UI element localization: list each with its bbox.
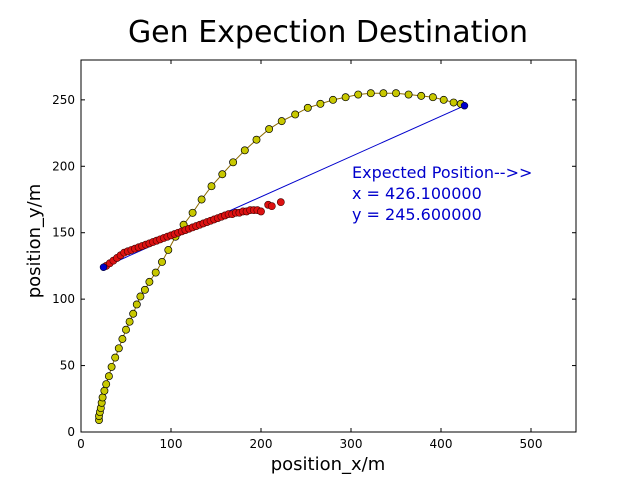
yellow-point: [158, 257, 166, 266]
yellow-point: [151, 268, 160, 277]
expected-position-annotation: Expected Position-->> x = 426.100000 y = 2…: [352, 163, 532, 224]
yellow-point: [341, 93, 350, 102]
yellow-point: [114, 344, 123, 353]
yellow-point: [291, 110, 300, 119]
blue-endpoint: [99, 263, 108, 271]
yellow-point: [218, 170, 227, 179]
yellow-point: [439, 95, 448, 104]
y-tick-label: 50: [60, 359, 75, 373]
y-tick-label: 0: [67, 425, 75, 439]
yellow-point: [129, 309, 138, 318]
yellow-point: [145, 277, 154, 286]
yellow-point: [102, 380, 111, 389]
red-point: [276, 198, 285, 207]
y-tick-label: 250: [52, 93, 75, 107]
x-axis-label: position_x/m: [271, 454, 386, 475]
yellow-point: [379, 89, 388, 98]
yellow-point: [125, 317, 134, 326]
annotation-line: y = 245.600000: [352, 205, 482, 224]
x-tick-label: 0: [77, 437, 85, 451]
yellow-point: [404, 90, 413, 99]
yellow-point: [240, 146, 249, 155]
yellow-point: [188, 208, 197, 217]
annotation-line: x = 426.100000: [352, 184, 482, 203]
red-point: [267, 202, 276, 211]
yellow-point: [111, 353, 120, 362]
y-axis-label: position_y/m: [24, 184, 45, 299]
plot-area: 0 100 200 300 400 500 0 50 100 150 200 250: [52, 59, 577, 451]
yellow-point: [366, 89, 375, 98]
yellow-point: [100, 386, 109, 395]
yellow-point: [107, 362, 116, 371]
blue-endpoint: [460, 102, 469, 110]
yellow-point: [329, 95, 337, 104]
x-tick-label: 500: [520, 437, 543, 451]
plot-frame: [80, 59, 577, 433]
yellow-point: [277, 117, 286, 126]
yellow-point: [136, 292, 145, 301]
yellow-point: [104, 372, 113, 381]
yellow-point: [197, 195, 206, 204]
annotation-line: Expected Position-->>: [352, 163, 532, 182]
y-tick-label: 200: [52, 159, 75, 173]
x-tick-label: 400: [430, 437, 453, 451]
yellow-point: [132, 300, 141, 309]
yellow-point: [303, 103, 312, 112]
yellow-point: [417, 91, 426, 100]
yellow-point: [122, 325, 130, 334]
series-layer: [95, 89, 469, 424]
yellow-point: [449, 98, 458, 107]
yellow-point: [354, 90, 363, 99]
yellow-point: [428, 93, 437, 102]
yellow-point: [316, 99, 325, 108]
x-tick-label: 300: [340, 437, 363, 451]
yellow-point: [207, 182, 216, 191]
x-tick-label: 200: [250, 437, 273, 451]
yellow-point: [265, 125, 274, 134]
yellow-point: [252, 135, 261, 144]
yellow-point: [118, 335, 127, 343]
chart-title: Gen Expection Destination: [128, 15, 528, 50]
yellow-point: [392, 89, 400, 98]
yellow-point: [140, 285, 149, 294]
yellow-point: [164, 246, 173, 254]
y-tick-label: 150: [52, 226, 75, 240]
yellow-point: [98, 393, 107, 402]
y-tick-label: 100: [52, 292, 75, 306]
yellow-point: [229, 158, 238, 167]
x-tick-label: 100: [160, 437, 183, 451]
red-point: [257, 207, 265, 216]
